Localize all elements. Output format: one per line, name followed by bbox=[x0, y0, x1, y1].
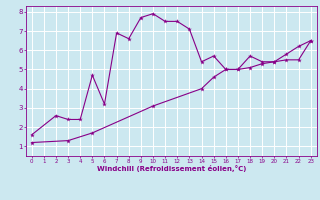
X-axis label: Windchill (Refroidissement éolien,°C): Windchill (Refroidissement éolien,°C) bbox=[97, 165, 246, 172]
